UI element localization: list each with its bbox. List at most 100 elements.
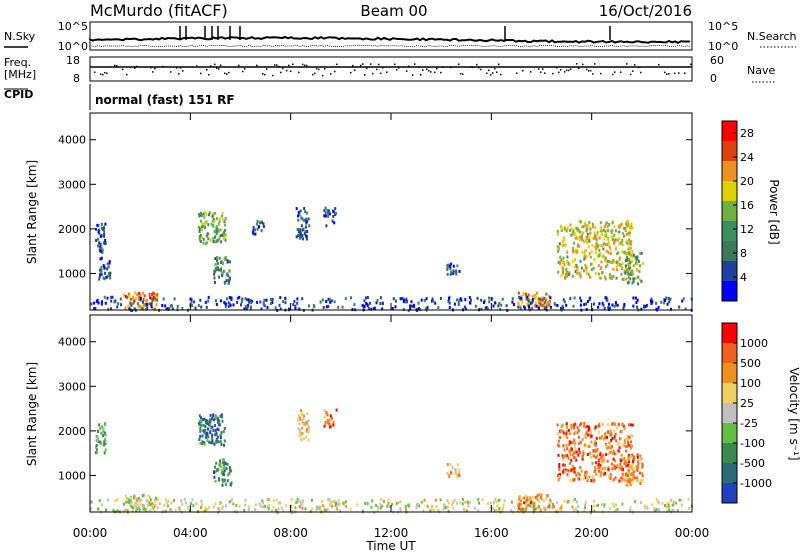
echo-cell bbox=[573, 444, 576, 448]
echo-cell bbox=[431, 297, 434, 301]
echo-cell bbox=[600, 471, 603, 475]
echo-cell bbox=[207, 237, 210, 241]
echo-cell bbox=[207, 223, 210, 227]
echo-cell bbox=[173, 297, 176, 301]
echo-cell bbox=[449, 470, 452, 474]
echo-cell bbox=[503, 499, 506, 503]
echo-cell bbox=[110, 299, 113, 303]
echo-cell bbox=[616, 507, 619, 511]
echo-cell bbox=[571, 505, 574, 509]
echo-cell bbox=[212, 429, 215, 432]
echo-cell bbox=[575, 458, 578, 462]
echo-cell bbox=[563, 236, 566, 240]
noise-traces bbox=[89, 26, 691, 48]
echo-cell bbox=[557, 443, 560, 447]
echo-cell bbox=[630, 222, 633, 226]
echo-cell bbox=[623, 444, 626, 448]
echo-cell bbox=[315, 507, 318, 511]
echo-cell bbox=[569, 478, 572, 482]
echo-cell bbox=[534, 507, 537, 511]
echo-cell bbox=[216, 230, 219, 234]
echo-cell bbox=[326, 211, 329, 215]
echo-cell bbox=[636, 262, 639, 266]
echo-cell bbox=[138, 505, 141, 509]
echo-cell bbox=[512, 303, 515, 306]
echo-cell bbox=[564, 227, 567, 231]
echo-cell bbox=[435, 505, 438, 508]
echo-cell bbox=[625, 437, 628, 441]
nave-point bbox=[428, 70, 430, 72]
freq-label-line1: Freq. bbox=[4, 56, 31, 69]
echo-cell bbox=[186, 505, 189, 509]
echo-cell bbox=[575, 263, 578, 267]
echo-cell bbox=[216, 440, 218, 444]
echo-cell bbox=[658, 508, 660, 512]
echo-cell bbox=[315, 505, 318, 509]
echo-cell bbox=[548, 504, 551, 508]
echo-cell bbox=[657, 305, 660, 309]
echo-cell bbox=[552, 503, 555, 506]
echo-cell bbox=[215, 461, 218, 465]
echo-cell bbox=[588, 239, 591, 242]
echo-cell bbox=[631, 250, 634, 253]
echo-cell bbox=[254, 503, 257, 507]
echo-cell bbox=[375, 301, 378, 305]
echo-cell bbox=[632, 460, 635, 464]
echo-cell bbox=[633, 457, 636, 461]
echo-cell bbox=[585, 470, 588, 474]
echo-cell bbox=[576, 267, 579, 271]
colorbar-segment bbox=[722, 201, 737, 221]
echo-cell bbox=[618, 242, 621, 246]
echo-cell bbox=[102, 427, 105, 431]
echo-cell bbox=[332, 214, 335, 218]
echo-cell bbox=[601, 254, 604, 258]
echo-cell bbox=[143, 504, 146, 508]
echo-cell bbox=[144, 507, 147, 511]
nave-point bbox=[366, 67, 368, 70]
echo-cell bbox=[307, 430, 310, 434]
echo-cell bbox=[559, 255, 562, 259]
echo-cell bbox=[624, 264, 627, 268]
echo-cell bbox=[534, 496, 537, 499]
echo-cell bbox=[452, 264, 455, 268]
echo-cell bbox=[323, 424, 326, 428]
echo-cell bbox=[664, 298, 667, 302]
echo-cell bbox=[579, 440, 582, 444]
echo-cell bbox=[303, 232, 306, 236]
echo-cell bbox=[134, 503, 137, 507]
echo-cell bbox=[632, 475, 635, 479]
echo-cell bbox=[218, 268, 221, 272]
echo-cell bbox=[191, 498, 194, 502]
echo-cell bbox=[320, 500, 323, 503]
echo-cell bbox=[563, 499, 566, 503]
echo-cell bbox=[598, 436, 601, 440]
echo-cell bbox=[527, 300, 530, 304]
echo-cell bbox=[206, 438, 209, 442]
echo-cell bbox=[139, 293, 142, 297]
echo-cell bbox=[627, 280, 630, 284]
echo-cell bbox=[624, 478, 627, 482]
echo-cell bbox=[623, 459, 626, 463]
echo-cell bbox=[591, 475, 594, 479]
echo-cell bbox=[578, 229, 581, 233]
echo-cell bbox=[614, 476, 617, 480]
echo-cell bbox=[300, 432, 303, 436]
echo-cell bbox=[214, 470, 217, 474]
echo-cell bbox=[586, 453, 589, 456]
echo-cell bbox=[362, 509, 365, 513]
echo-cell bbox=[567, 263, 570, 267]
echo-cell bbox=[527, 298, 529, 301]
echo-cell bbox=[324, 214, 327, 218]
echo-cell bbox=[562, 455, 565, 459]
echo-cell bbox=[599, 451, 602, 455]
echo-cell bbox=[98, 499, 101, 503]
echo-cell bbox=[617, 251, 620, 255]
echo-cell bbox=[604, 434, 607, 438]
echo-cell bbox=[567, 499, 570, 503]
echo-cell bbox=[145, 307, 147, 311]
echo-cell bbox=[446, 505, 449, 509]
time-axis-labels: 00:00 04:00 08:00 12:00 16:00 20:00 00:00 bbox=[73, 526, 710, 540]
echo-cell bbox=[119, 297, 122, 301]
echo-cell bbox=[209, 420, 212, 424]
cpid-mode-text: normal (fast) 151 RF bbox=[95, 93, 235, 107]
